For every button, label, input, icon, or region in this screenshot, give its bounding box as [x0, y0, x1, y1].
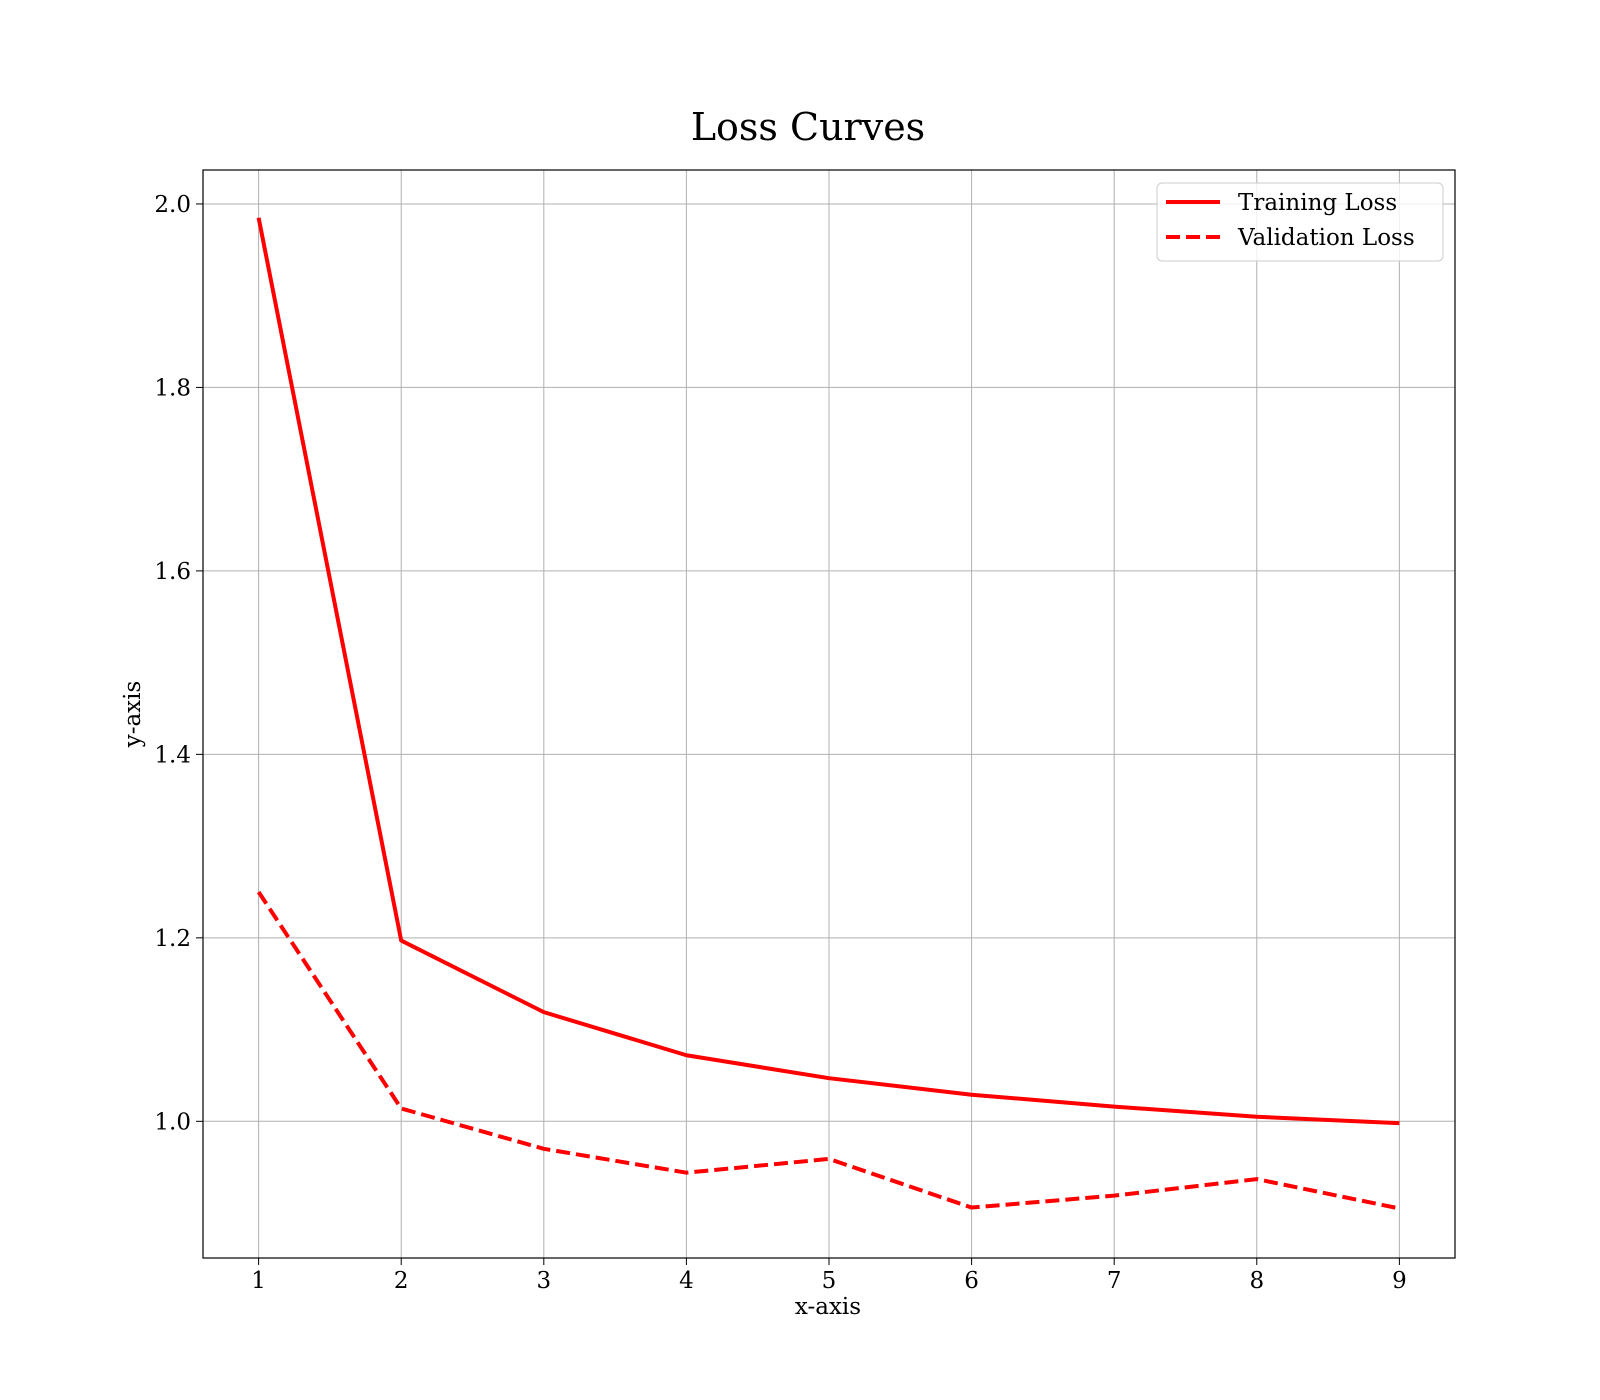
x-axis-ticks: 1 2 3 4 5 6 7 8 9 [251, 1258, 1407, 1294]
x-tick-label: 8 [1249, 1268, 1264, 1294]
x-axis-label: x-axis [795, 1294, 861, 1320]
x-tick-label: 5 [822, 1268, 837, 1294]
y-tick-label: 2.0 [154, 192, 191, 218]
x-tick-label: 7 [1107, 1268, 1122, 1294]
x-tick-label: 6 [964, 1268, 979, 1294]
y-axis-label: y-axis [120, 681, 146, 749]
y-axis-ticks: 1.0 1.2 1.4 1.6 1.8 2.0 [154, 192, 203, 1135]
x-tick-label: 3 [536, 1268, 551, 1294]
y-tick-label: 1.2 [154, 926, 191, 952]
x-tick-label: 2 [394, 1268, 409, 1294]
y-tick-label: 1.4 [154, 742, 191, 768]
x-tick-label: 4 [679, 1268, 694, 1294]
legend-label-training-loss: Training Loss [1238, 190, 1397, 216]
chart-title: Loss Curves [691, 105, 925, 149]
series-lines [256, 217, 1400, 1211]
y-tick-label: 1.0 [154, 1109, 191, 1135]
y-tick-label: 1.6 [154, 559, 191, 585]
x-tick-label: 9 [1392, 1268, 1407, 1294]
series-line-training-loss [256, 217, 1400, 1126]
legend-label-validation-loss: Validation Loss [1237, 225, 1415, 251]
legend-box [1156, 182, 1444, 262]
grid-lines [203, 170, 1455, 1258]
x-tick-label: 1 [251, 1268, 266, 1294]
legend: Training Loss Validation Loss [1156, 182, 1444, 262]
y-tick-label: 1.8 [154, 375, 191, 401]
series-line-validation-loss [256, 890, 1400, 1211]
